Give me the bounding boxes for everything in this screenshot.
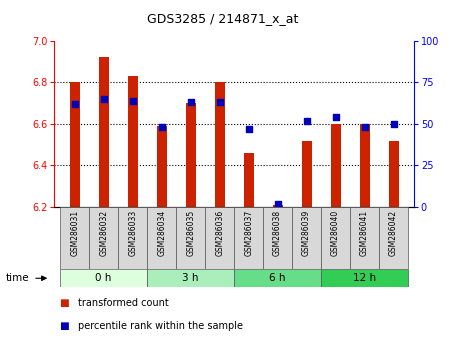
Text: GDS3285 / 214871_x_at: GDS3285 / 214871_x_at [147,12,298,25]
Text: GSM286038: GSM286038 [273,210,282,256]
Bar [147,269,234,287]
Text: ■: ■ [59,321,69,331]
Text: GSM286031: GSM286031 [70,210,79,256]
Bar [292,207,321,269]
Point [332,114,340,120]
Point [187,99,194,105]
Bar [302,141,312,207]
Text: GSM286035: GSM286035 [186,210,195,256]
Bar [321,269,408,287]
Bar [331,124,341,207]
Point [158,124,166,130]
Bar [215,82,225,207]
Text: 12 h: 12 h [353,273,376,283]
Text: GSM286039: GSM286039 [302,210,311,256]
Bar [147,207,176,269]
Text: GSM286042: GSM286042 [389,210,398,256]
Point [129,98,136,103]
Point [245,126,253,132]
Text: transformed count: transformed count [78,298,169,308]
Text: GSM286040: GSM286040 [331,210,340,256]
Bar [272,205,283,207]
Point [390,121,397,127]
Bar [379,207,408,269]
Bar [205,207,234,269]
Text: GSM286032: GSM286032 [99,210,108,256]
Bar [98,57,109,207]
Text: GSM286036: GSM286036 [215,210,224,256]
Bar [244,153,254,207]
Bar [176,207,205,269]
Text: GSM286033: GSM286033 [128,210,137,256]
Point [100,96,107,102]
Bar [234,207,263,269]
Bar [70,82,80,207]
Text: GSM286037: GSM286037 [244,210,253,256]
Bar [60,269,147,287]
Bar [60,207,89,269]
Point [71,101,79,107]
Bar [128,76,138,207]
Text: 0 h: 0 h [96,273,112,283]
Text: percentile rank within the sample: percentile rank within the sample [78,321,243,331]
Text: GSM286034: GSM286034 [157,210,166,256]
Text: 3 h: 3 h [183,273,199,283]
Bar [234,269,321,287]
Text: 6 h: 6 h [269,273,286,283]
Bar [89,207,118,269]
Text: GSM286041: GSM286041 [360,210,369,256]
Bar [321,207,350,269]
Bar [359,124,370,207]
Bar [388,141,399,207]
Point [274,201,281,207]
Text: ■: ■ [59,298,69,308]
Point [216,99,223,105]
Point [303,118,310,124]
Bar [350,207,379,269]
Bar [118,207,147,269]
Text: time: time [6,273,30,283]
Bar [157,126,167,207]
Point [361,124,368,130]
Bar [185,103,196,207]
Bar [263,207,292,269]
